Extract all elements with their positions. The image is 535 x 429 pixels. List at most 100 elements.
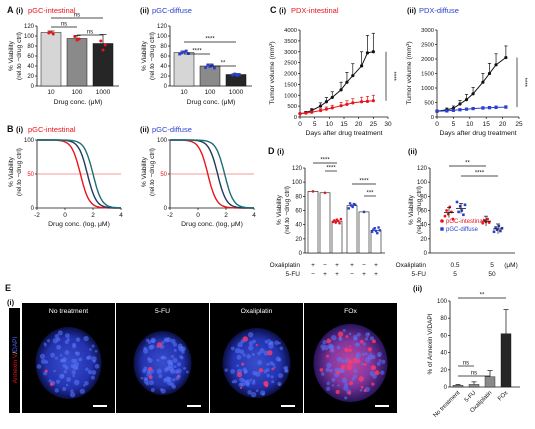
nucleus <box>69 391 76 398</box>
tick-label: 5-FU <box>464 390 478 404</box>
data-point <box>99 39 103 43</box>
nucleus <box>277 358 282 362</box>
bar <box>199 65 221 87</box>
data-point <box>51 32 55 36</box>
nucleus <box>178 346 184 352</box>
data-point <box>372 228 375 231</box>
significance-label: ns <box>471 371 477 377</box>
data-point <box>330 106 334 110</box>
nucleus <box>342 329 346 333</box>
tick-label: 0 <box>424 251 428 257</box>
data-point <box>486 217 489 221</box>
data-point <box>351 101 355 105</box>
nucleus <box>174 369 179 375</box>
data-point <box>460 209 464 212</box>
nucleus <box>54 334 60 339</box>
data-point <box>464 98 469 102</box>
annexin-signal <box>367 347 373 352</box>
scale-bar <box>187 405 201 407</box>
annexin-signal <box>258 368 264 373</box>
data-point <box>463 203 467 207</box>
nucleus <box>94 349 98 353</box>
tick-label: 0 <box>31 206 35 212</box>
nucleus <box>173 365 177 369</box>
data-point <box>334 221 338 224</box>
nucleus <box>169 382 175 387</box>
annexin-signal <box>370 365 377 371</box>
tick-label: 40 <box>27 64 34 70</box>
annexin-signal <box>363 389 367 393</box>
nucleus <box>60 358 64 363</box>
tick-label: 100 <box>205 89 216 96</box>
annexin-signal <box>271 367 275 371</box>
nucleus <box>252 370 257 376</box>
reference-line-label: 50 <box>27 172 34 178</box>
side-label: Annexin V/DAPI <box>12 336 19 383</box>
nucleus <box>381 359 386 364</box>
y-axis-label: % Viability <box>408 194 415 225</box>
nucleus <box>344 382 349 387</box>
tick-label: 80 <box>160 44 167 50</box>
nucleus <box>320 372 325 376</box>
y-axis-label: (rel.to −drug ctrl) <box>149 148 156 196</box>
data-point <box>457 210 460 214</box>
panel-title: pGC-diffuse <box>152 125 192 134</box>
bar <box>346 205 358 254</box>
side-label-strip <box>9 308 20 413</box>
treatment-dose: 0.5 <box>450 262 459 269</box>
nucleus <box>71 358 76 363</box>
data-point <box>365 99 370 103</box>
annexin-signal <box>330 349 334 352</box>
tick-label: 80 <box>440 316 447 322</box>
nucleus <box>53 369 56 373</box>
data-point <box>365 51 370 55</box>
legend-label: pGC-intestinal <box>446 219 484 225</box>
nucleus <box>230 369 235 374</box>
tick-label: 120 <box>24 24 35 30</box>
tick-label: 60 <box>27 54 34 60</box>
annexin-signal <box>236 372 242 378</box>
tick-label: 80 <box>295 194 302 200</box>
tick-label: 1500 <box>421 72 434 78</box>
nucleus <box>336 356 343 363</box>
treatment-sign: − <box>311 271 315 278</box>
row-label: Oxaliplatin <box>396 262 427 269</box>
panel-roman: (ii) <box>408 147 418 156</box>
tick-label: 10 <box>180 89 188 96</box>
data-point <box>373 227 376 230</box>
tick-label: 4000 <box>284 28 297 34</box>
nucleus <box>36 364 42 369</box>
annexin-signal <box>345 335 349 338</box>
nucleus <box>40 358 46 365</box>
nucleus <box>180 356 184 360</box>
nucleus <box>367 354 373 360</box>
nucleus <box>87 355 92 360</box>
nucleus <box>147 340 152 344</box>
y-axis-label: Tumor volume (mm³) <box>406 41 413 104</box>
nucleus <box>239 349 245 355</box>
tick-label: 25 <box>515 121 523 128</box>
treatment-sign: + <box>311 262 315 269</box>
nucleus <box>158 374 163 379</box>
nucleus <box>242 378 246 383</box>
nucleus <box>166 337 172 343</box>
nucleus <box>150 339 155 344</box>
y-axis-label: (rel.to −drug ctrl) <box>284 186 291 234</box>
x-axis-label: Days after drug treatment <box>439 130 516 137</box>
tick-label: 0 <box>298 121 302 128</box>
tick-label: 120 <box>157 24 168 30</box>
panel-title: PDX-diffuse <box>419 6 459 15</box>
data-point <box>495 228 499 231</box>
significance-label: **** <box>192 49 202 55</box>
tick-label: 60 <box>295 209 302 215</box>
data-point <box>494 105 498 110</box>
annexin-signal <box>242 336 249 342</box>
panel-title: pGC-intestinal <box>28 125 76 134</box>
data-point <box>455 200 459 204</box>
treatment-dose: 5 <box>453 271 457 278</box>
tick-label: 2 <box>91 212 95 219</box>
data-point <box>360 100 364 104</box>
data-point <box>362 210 366 214</box>
nucleus <box>54 388 59 393</box>
significance-label: ns <box>61 22 67 28</box>
